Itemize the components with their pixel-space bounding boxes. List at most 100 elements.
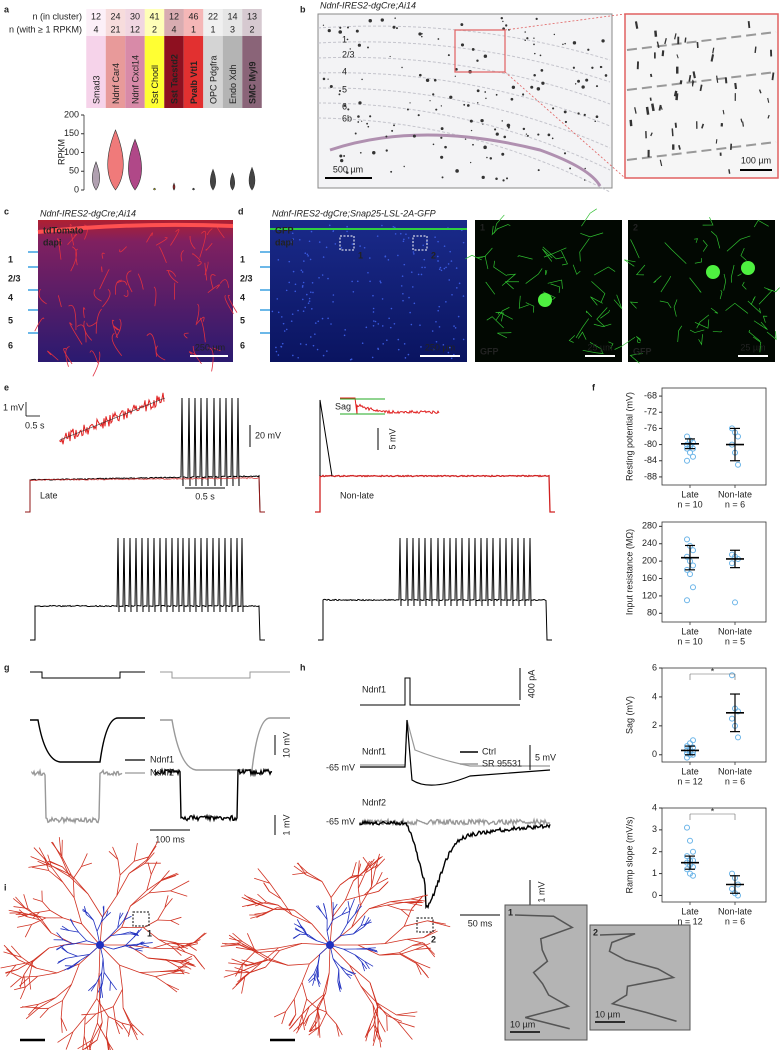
neurite — [486, 316, 504, 329]
n-cluster: 46 — [188, 11, 198, 21]
neurite — [83, 1016, 86, 1037]
cell — [460, 23, 464, 26]
neurite — [71, 963, 80, 985]
layer-boundary — [626, 31, 777, 51]
nucleus — [277, 259, 280, 261]
layer-boundary — [317, 87, 611, 149]
neurite — [390, 901, 409, 904]
y-tick-label: 3 — [652, 824, 657, 834]
nucleus — [363, 246, 366, 249]
neurite — [572, 264, 581, 275]
neurite — [340, 966, 347, 974]
neurite — [8, 909, 23, 914]
cell — [463, 103, 466, 106]
neurite — [146, 880, 161, 891]
neurite — [591, 281, 606, 303]
neurite — [98, 944, 101, 973]
cell — [505, 24, 508, 27]
cell — [343, 155, 346, 157]
nucleus — [442, 344, 445, 346]
neurite — [60, 1017, 68, 1032]
neurite — [577, 331, 587, 340]
micrograph — [475, 220, 622, 362]
nucleus — [316, 348, 319, 351]
neurite — [308, 1026, 321, 1036]
neurite — [363, 919, 371, 928]
nucleus — [340, 247, 343, 249]
line — [678, 144, 681, 150]
n-label: n = 5 — [725, 636, 745, 646]
neurite — [417, 963, 428, 977]
neurite — [302, 942, 331, 946]
nucleus — [394, 226, 396, 229]
neurite — [176, 942, 195, 950]
y-tick-label: -88 — [644, 471, 657, 481]
neurite — [301, 998, 308, 1015]
nucleus — [314, 333, 316, 335]
nucleus — [454, 327, 457, 329]
neurite — [23, 894, 29, 909]
neurite — [37, 972, 58, 977]
scale-label: 25 µm — [740, 342, 765, 352]
cluster-header — [125, 9, 145, 36]
nucleus — [371, 356, 374, 359]
nucleus — [404, 357, 407, 359]
neurite — [48, 863, 72, 876]
cell — [437, 38, 440, 40]
y-tick-label: 160 — [642, 573, 657, 583]
cell — [476, 59, 479, 62]
neurite — [321, 911, 328, 920]
cluster-name: Ndnf Car4 — [111, 63, 121, 104]
neurite — [107, 1041, 114, 1050]
panel-title: Ndnf-IRES2-dgCre;Ai14 — [320, 0, 416, 10]
nucleus — [351, 243, 354, 245]
cell — [572, 66, 575, 69]
cell — [339, 154, 343, 158]
neurite — [39, 1008, 49, 1019]
neurite — [125, 945, 136, 950]
neurite — [89, 1039, 93, 1050]
y-tick-label: -68 — [644, 390, 657, 400]
neurite — [139, 972, 156, 978]
n-rpkm: 21 — [110, 24, 120, 34]
neurite — [547, 279, 563, 289]
neurite — [81, 923, 101, 946]
layer-label: 6b — [342, 113, 352, 123]
neurite — [398, 952, 416, 963]
nucleus — [322, 354, 325, 357]
neurite — [345, 973, 352, 979]
neurite — [81, 1013, 97, 1016]
vessel — [89, 350, 99, 364]
cell — [417, 114, 420, 117]
neurite — [363, 884, 377, 896]
neurite — [608, 341, 614, 349]
neurite — [179, 962, 192, 970]
neurite — [166, 983, 178, 993]
neurite — [118, 912, 121, 920]
nucleus — [417, 273, 420, 276]
neurite — [517, 255, 533, 260]
nucleus — [332, 230, 334, 233]
neurite — [491, 225, 499, 236]
neurite — [118, 912, 124, 920]
neurite — [525, 302, 535, 313]
neurite — [318, 1022, 321, 1038]
neurite — [19, 974, 25, 988]
neurite — [72, 1016, 86, 1033]
line — [676, 54, 679, 59]
nucleus — [448, 279, 451, 281]
neurite — [102, 972, 105, 983]
neurite — [635, 264, 646, 276]
neurite — [386, 1015, 388, 1031]
neurite — [660, 276, 671, 293]
cell — [604, 74, 608, 77]
nucleus — [312, 344, 315, 347]
neurite — [400, 909, 410, 917]
neurite — [58, 957, 67, 963]
neurite — [301, 1014, 305, 1031]
y-tick-label: 50 — [69, 166, 79, 176]
neurite — [261, 902, 279, 906]
nucleus — [303, 260, 305, 262]
nucleus — [420, 346, 422, 348]
neurite — [303, 1006, 310, 1022]
